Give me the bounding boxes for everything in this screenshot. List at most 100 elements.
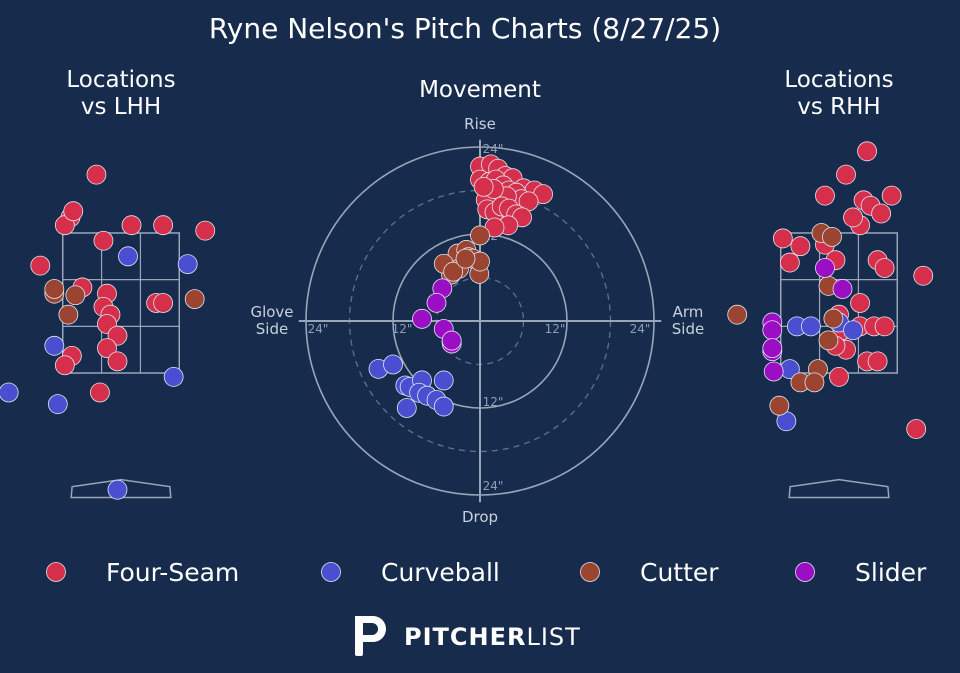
legend-item-curveball: Curveball — [321, 558, 500, 587]
drop-label: Drop — [462, 508, 498, 526]
pitch-location-point — [54, 355, 75, 376]
lhh-title-line1: Locations — [66, 67, 175, 93]
pitch-location-point — [881, 185, 902, 206]
lhh-points — [0, 164, 216, 500]
pitch-location-point — [44, 279, 65, 299]
pitcherlist-logo: PITCHERLIST — [355, 616, 581, 656]
glove-side-label-line1: Glove — [250, 303, 293, 321]
strike-zone-box — [61, 232, 181, 374]
pitch-location-point — [153, 293, 174, 313]
pitcherlist-p-icon — [355, 616, 386, 656]
pitch-location-point — [843, 320, 863, 341]
pitch-movement-point — [443, 261, 464, 282]
legend-item-four-seam: Four-Seam — [46, 558, 239, 587]
lhh-panel: Locations vs LHH — [0, 67, 216, 500]
pitch-movement-point — [383, 354, 403, 375]
pitch-location-point — [836, 164, 856, 185]
pitch-movement-point — [433, 396, 454, 417]
pitch-movement-point — [412, 308, 432, 329]
pitch-location-point — [93, 230, 114, 251]
pitch-location-point — [177, 254, 198, 275]
rhh-title-line2: vs RHH — [797, 94, 880, 120]
movement-ring-label: 24" — [308, 322, 329, 336]
legend-label: Curveball — [381, 558, 500, 587]
pitch-location-point — [832, 279, 853, 299]
pitch-location-point — [763, 361, 784, 382]
pitch-location-point — [823, 308, 844, 329]
pitch-location-point — [118, 246, 138, 267]
legend-marker — [795, 562, 815, 582]
rhh-points — [727, 141, 934, 439]
pitch-location-point — [762, 320, 783, 341]
pitch-location-point — [195, 220, 216, 241]
pitch-movement-point — [455, 248, 476, 269]
pitch-location-point — [121, 215, 142, 236]
pitch-location-point — [86, 164, 107, 185]
pitch-location-point — [727, 304, 748, 325]
lhh-title-line2: vs LHH — [81, 94, 161, 120]
pitch-location-point — [790, 236, 811, 257]
pitch-location-point — [107, 479, 128, 500]
legend-marker — [580, 562, 600, 582]
pitch-movement-point — [433, 370, 454, 391]
movement-ring-label: 12" — [392, 322, 413, 336]
pitch-location-point — [874, 316, 895, 337]
pitch-location-point — [818, 330, 839, 351]
movement-ring-label: 12" — [545, 322, 566, 336]
pitch-location-point — [804, 372, 825, 393]
movement-title: Movement — [419, 77, 541, 103]
pitch-location-point — [815, 185, 835, 206]
chart-title: Ryne Nelson's Pitch Charts (8/27/25) — [209, 12, 721, 45]
movement-ring-label: 24" — [630, 322, 651, 336]
pitch-location-point — [44, 335, 65, 356]
pitch-location-point — [65, 285, 86, 306]
logo-bold-text: PITCHER — [404, 623, 526, 651]
pitch-movement-point — [470, 225, 490, 246]
legend: Four-Seam Curveball Cutter Slider — [46, 558, 927, 587]
pitch-location-point — [769, 395, 790, 416]
pitcherlist-wordmark: PITCHERLIST — [404, 623, 581, 651]
pitch-movement-point — [441, 330, 462, 351]
movement-points — [368, 154, 553, 418]
arm-side-label-line2: Side — [672, 320, 704, 338]
pitch-location-point — [857, 141, 877, 162]
arm-side-label-line1: Arm — [673, 303, 704, 321]
pitch-location-point — [843, 207, 863, 228]
movement-ring-label: 24" — [483, 142, 504, 156]
pitch-location-point — [822, 226, 842, 247]
legend-label: Cutter — [640, 558, 719, 587]
pitch-location-point — [772, 228, 793, 249]
glove-side-label-line2: Side — [256, 320, 288, 338]
home-plate — [788, 478, 890, 499]
legend-item-slider: Slider — [795, 558, 927, 587]
pitch-location-point — [153, 215, 174, 236]
pitch-location-point — [58, 304, 79, 325]
legend-item-cutter: Cutter — [580, 558, 719, 587]
rhh-panel: Locations vs RHH — [727, 67, 934, 499]
pitch-location-point — [47, 394, 68, 415]
pitch-location-point — [0, 382, 19, 403]
pitch-location-point — [63, 201, 84, 222]
pitch-movement-point — [396, 398, 417, 418]
pitch-location-point — [30, 255, 51, 276]
pitch-location-point — [107, 351, 128, 372]
pitch-location-point — [97, 338, 117, 359]
pitch-location-point — [762, 338, 783, 359]
pitch-location-point — [163, 367, 184, 387]
rhh-title-line1: Locations — [784, 67, 893, 93]
movement-ring-label: 24" — [483, 479, 504, 493]
pitch-location-point — [867, 351, 888, 372]
pitch-location-point — [906, 419, 927, 439]
pitch-location-point — [871, 203, 892, 224]
pitch-location-point — [815, 258, 835, 278]
movement-ring-label: 12" — [483, 395, 504, 409]
legend-label: Slider — [855, 558, 927, 587]
pitch-location-point — [913, 265, 934, 286]
pitch-location-point — [184, 289, 205, 310]
pitch-location-point — [90, 382, 110, 403]
legend-label: Four-Seam — [106, 558, 239, 587]
legend-marker — [321, 562, 341, 582]
pitch-location-point — [801, 316, 821, 337]
pitch-location-point — [779, 252, 800, 273]
